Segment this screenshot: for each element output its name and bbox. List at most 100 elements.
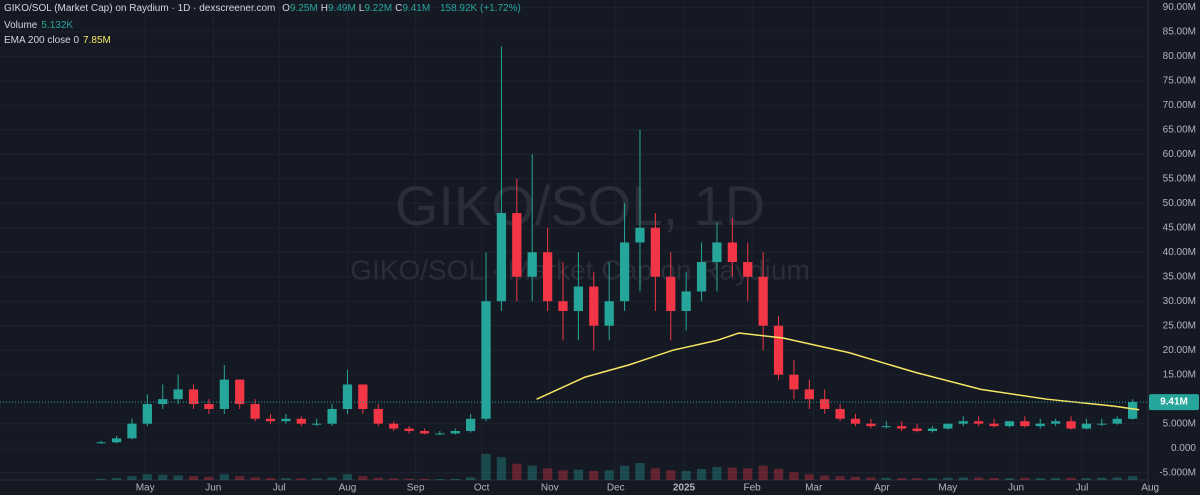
- candle-body: [142, 404, 152, 424]
- x-tick-label: Oct: [474, 483, 490, 494]
- candle-body: [111, 438, 122, 443]
- candle-body: [958, 421, 968, 424]
- x-tick-label: Feb: [744, 483, 762, 494]
- volume-bar: [127, 476, 137, 480]
- volume-bar: [296, 478, 306, 480]
- candle-body: [404, 428, 414, 432]
- candle-body: [281, 418, 291, 422]
- candle-body: [542, 252, 553, 302]
- candle-body: [173, 389, 183, 400]
- candle-body: [250, 404, 260, 419]
- candle-body: [974, 421, 984, 424]
- volume-bar: [96, 478, 106, 480]
- ohlc-key: C: [395, 3, 403, 14]
- last-price-box: [1149, 394, 1199, 411]
- volume-bar: [358, 476, 368, 480]
- label: Volume: [4, 20, 38, 31]
- candle-body: [773, 325, 784, 375]
- y-tick-label: 75.00M: [1163, 75, 1196, 86]
- volume-bar: [881, 477, 891, 480]
- candle-body: [989, 423, 999, 427]
- volume-bar: [111, 478, 122, 480]
- y-tick-label: 65.00M: [1163, 124, 1196, 135]
- y-tick-label: -5.000M: [1159, 467, 1196, 478]
- volume-bar: [435, 479, 445, 480]
- y-tick-label: 35.00M: [1163, 271, 1196, 282]
- candle-body: [481, 301, 491, 419]
- candle-body: [681, 291, 691, 312]
- candle-body: [373, 408, 383, 424]
- volume-bar: [912, 478, 922, 480]
- volume-bar: [419, 478, 430, 480]
- candle-body: [943, 423, 953, 429]
- volume-bar: [173, 475, 183, 480]
- candle-body: [204, 404, 214, 409]
- volume-bar: [804, 474, 814, 480]
- y-tick-label: 45.00M: [1163, 222, 1196, 233]
- ohlc: O9.25M H9.49M L9.22M C9.41M: [282, 3, 433, 14]
- volume-legend: Volume 5.132K: [4, 20, 77, 31]
- candle-body: [450, 431, 460, 434]
- value: 5.132K: [41, 20, 74, 31]
- volume-bar: [542, 468, 553, 480]
- volume-bar: [1051, 477, 1061, 480]
- candle-body: [927, 428, 938, 432]
- volume-bar: [558, 470, 568, 480]
- volume-bar: [265, 478, 276, 480]
- x-tick-label: Jul: [273, 483, 286, 494]
- volume-bar: [943, 477, 953, 480]
- y-tick-label: 80.00M: [1163, 51, 1196, 62]
- volume-bar: [373, 477, 383, 480]
- volume-bar: [619, 465, 630, 480]
- last-price-label: 9.41M: [1160, 397, 1188, 408]
- x-tick-label: Mar: [805, 483, 823, 494]
- ohlc-key: L: [358, 3, 365, 14]
- price-axis: [1148, 0, 1200, 495]
- x-tick-label: Apr: [874, 483, 890, 494]
- volume-bar: [989, 477, 999, 480]
- volume-bar: [666, 470, 676, 480]
- volume-bar: [1112, 477, 1122, 480]
- volume-bar: [219, 474, 229, 480]
- volume-bar: [743, 468, 753, 480]
- volume-bar: [1035, 478, 1045, 480]
- candle-body: [604, 301, 614, 326]
- ohlc-key: H: [320, 3, 328, 14]
- candle-body: [912, 428, 922, 432]
- candle-body: [820, 399, 830, 409]
- candle-body: [666, 276, 676, 312]
- volume-bar: [404, 478, 414, 480]
- candle-body: [635, 227, 645, 243]
- pair-title: GIKO/SOL (Market Cap) on Raydium · 1D · …: [4, 3, 276, 14]
- candle-body: [1020, 421, 1030, 427]
- volume-bar: [974, 477, 984, 480]
- y-tick-label: 15.00M: [1163, 369, 1196, 380]
- candle-body: [881, 426, 891, 428]
- volume-bar: [250, 477, 260, 480]
- volume-bar: [850, 476, 861, 480]
- volume-bar: [1081, 478, 1092, 480]
- candle-body: [265, 418, 276, 422]
- y-tick-label: 0.000: [1171, 443, 1196, 454]
- x-tick-label: Nov: [541, 483, 559, 494]
- candle-body: [435, 433, 445, 435]
- volume-bar: [281, 478, 291, 480]
- candle-body: [496, 213, 507, 302]
- volume-bar: [342, 474, 353, 480]
- candle-body: [835, 408, 845, 419]
- volume-bar: [188, 476, 199, 480]
- volume-bar: [897, 478, 907, 480]
- volume-bar: [1004, 478, 1015, 480]
- volume-bar: [512, 463, 522, 480]
- candle-body: [1127, 402, 1138, 419]
- candle-body: [327, 408, 337, 424]
- candle-body: [312, 423, 322, 425]
- volume-bar: [204, 476, 214, 480]
- ema-line: [536, 332, 1140, 411]
- volume-bar: [496, 457, 507, 480]
- volume-bar: [773, 468, 784, 480]
- volume-bar: [789, 472, 799, 480]
- x-tick-label: Jun: [205, 483, 221, 494]
- volume-bar: [450, 478, 460, 480]
